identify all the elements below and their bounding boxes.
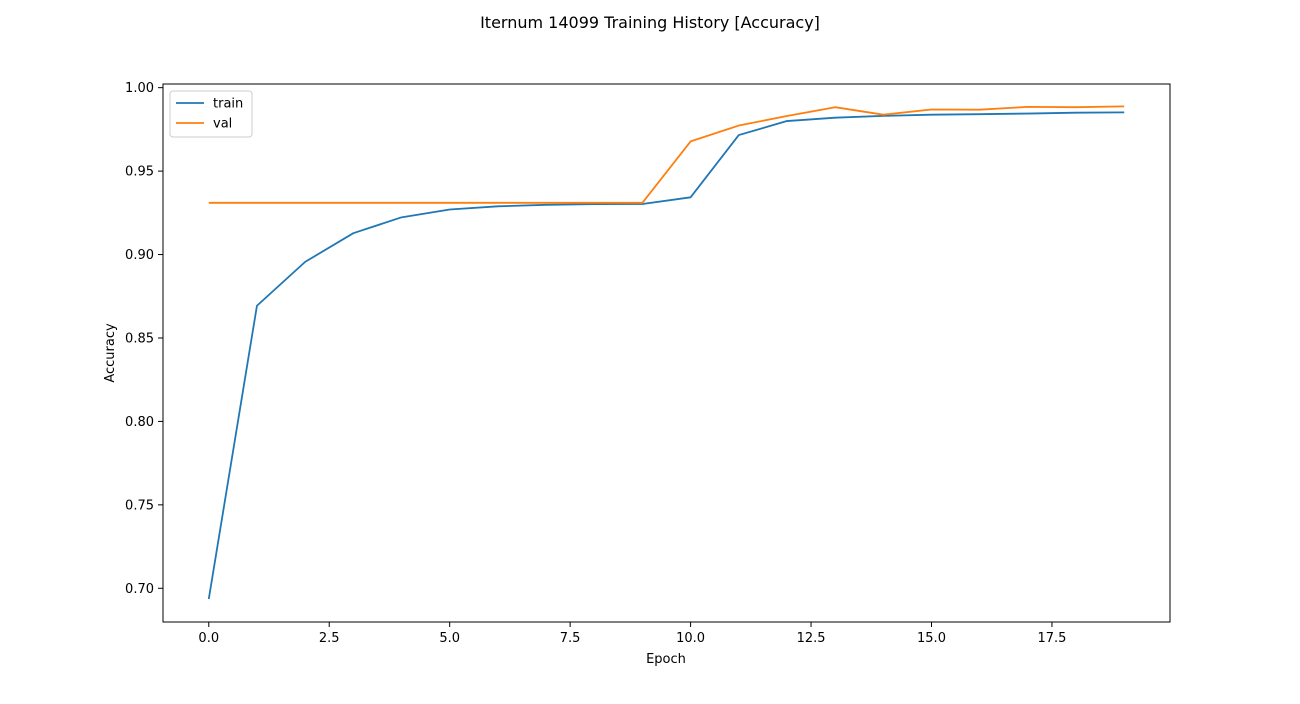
x-axis: 0.0 2.5 5.0 7.5 10.0 12.5 15.0 17.5 — [198, 622, 1066, 646]
x-tick-label: 0.0 — [198, 631, 219, 646]
y-tick-label: 0.95 — [125, 165, 154, 180]
chart-title: Iternum 14099 Training History [Accuracy… — [480, 13, 820, 32]
series-line-train — [207, 111, 1125, 600]
x-tick-label: 17.5 — [1037, 631, 1066, 646]
y-tick-label: 1.00 — [125, 81, 154, 96]
series-line-val — [208, 105, 1125, 204]
y-axis-label: Accuracy — [103, 323, 118, 383]
y-tick-label: 0.85 — [125, 331, 154, 346]
x-tick-label: 5.0 — [439, 631, 460, 646]
y-tick-label: 0.90 — [125, 248, 154, 263]
x-tick-label: 7.5 — [560, 631, 581, 646]
legend: train val — [169, 90, 253, 138]
y-axis: 0.70 0.75 0.80 0.85 0.90 0.95 1.00 — [125, 81, 163, 597]
x-axis-label: Epoch — [646, 652, 686, 667]
x-tick-label: 2.5 — [319, 631, 340, 646]
y-tick-label: 0.80 — [125, 415, 154, 430]
x-tick-label: 15.0 — [917, 631, 946, 646]
x-tick-label: 10.0 — [676, 631, 705, 646]
y-tick-label: 0.70 — [125, 582, 154, 597]
series-layer — [207, 105, 1125, 600]
legend-label-train: train — [213, 97, 243, 112]
plot-area — [162, 83, 1171, 623]
x-tick-label: 12.5 — [797, 631, 826, 646]
y-tick-label: 0.75 — [125, 498, 154, 513]
legend-label-val: val — [213, 117, 232, 132]
